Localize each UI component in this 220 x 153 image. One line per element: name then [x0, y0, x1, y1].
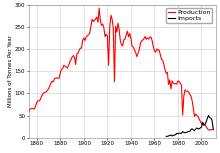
- Production: [59, 72, 62, 73]
- Imports: [198, 128, 200, 130]
- Imports: [186, 131, 189, 133]
- Legend: Production, Imports: Production, Imports: [166, 8, 213, 23]
- Imports: [199, 127, 202, 129]
- Imports: [194, 128, 197, 130]
- Imports: [173, 134, 176, 136]
- Imports: [178, 132, 180, 134]
- Imports: [204, 123, 206, 125]
- Imports: [200, 126, 203, 128]
- Imports: [183, 131, 185, 133]
- Imports: [179, 132, 182, 134]
- Production: [98, 7, 101, 9]
- Imports: [188, 131, 191, 132]
- Imports: [169, 135, 171, 136]
- Imports: [176, 132, 178, 134]
- Imports: [201, 121, 204, 123]
- Imports: [207, 115, 210, 116]
- Imports: [170, 134, 172, 136]
- Imports: [193, 130, 196, 132]
- Imports: [185, 131, 187, 133]
- Production: [199, 120, 202, 122]
- Production: [156, 48, 158, 50]
- Production: [46, 89, 49, 91]
- Imports: [208, 117, 211, 119]
- Production: [128, 32, 131, 34]
- Imports: [167, 135, 170, 137]
- Imports: [212, 128, 214, 130]
- Line: Production: Production: [29, 8, 213, 130]
- Imports: [195, 127, 198, 129]
- Imports: [211, 119, 213, 121]
- Imports: [205, 121, 207, 123]
- Imports: [210, 117, 212, 119]
- Imports: [187, 131, 190, 132]
- Imports: [174, 134, 177, 136]
- Imports: [184, 132, 186, 134]
- Line: Imports: Imports: [166, 116, 213, 136]
- Production: [94, 18, 97, 20]
- Imports: [192, 129, 194, 131]
- Imports: [166, 135, 169, 137]
- Imports: [180, 132, 183, 134]
- Imports: [203, 124, 205, 126]
- Production: [27, 112, 30, 113]
- Production: [208, 129, 211, 131]
- Imports: [191, 128, 193, 130]
- Imports: [171, 135, 173, 137]
- Imports: [165, 135, 167, 137]
- Imports: [206, 117, 209, 119]
- Imports: [190, 129, 192, 131]
- Y-axis label: Millions of Tonnes Per Year: Millions of Tonnes Per Year: [8, 35, 13, 107]
- Imports: [197, 128, 199, 130]
- Imports: [177, 133, 179, 135]
- Production: [212, 129, 214, 131]
- Imports: [181, 131, 184, 132]
- Imports: [172, 135, 175, 136]
